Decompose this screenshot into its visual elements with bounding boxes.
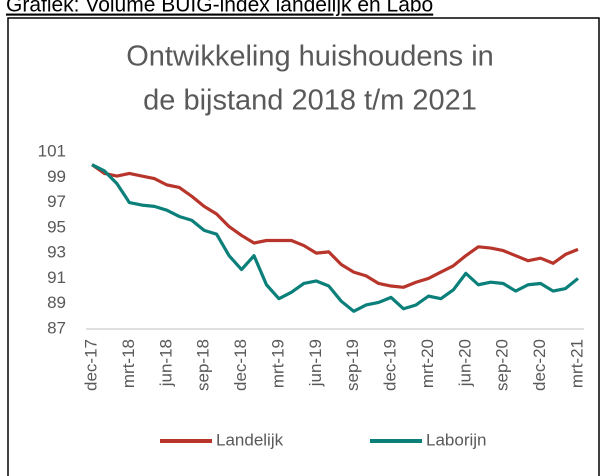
x-tick-label: jun-19: [306, 339, 325, 387]
y-tick-label: 97: [47, 192, 66, 211]
series-line: [91, 163, 579, 289]
series-line: [91, 163, 580, 313]
x-tick-label: dec-18: [231, 339, 250, 391]
legend-label: Landelijk: [216, 430, 284, 449]
y-tick-label: 91: [47, 268, 66, 287]
x-tick-label: mrt-18: [119, 339, 138, 388]
y-tick-label: 93: [47, 243, 66, 262]
y-tick-label: 99: [47, 167, 66, 186]
header-text: Grafiek: Volume BUIG-index landelijk en …: [6, 0, 433, 17]
y-tick-label: 89: [47, 293, 66, 312]
y-tick-label: 101: [38, 141, 66, 160]
legend-label: Laborijn: [426, 430, 487, 449]
chart-frame: [7, 17, 600, 476]
x-tick-label: jun-20: [455, 339, 474, 387]
x-tick-label: dec-17: [81, 339, 100, 391]
x-tick-label: mrt-20: [418, 339, 437, 388]
x-tick-label: jun-18: [156, 339, 175, 387]
x-tick-label: mrt-21: [567, 339, 586, 388]
x-tick-label: sep-18: [194, 339, 213, 391]
x-tick-label: sep-20: [493, 339, 512, 391]
y-tick-label: 95: [47, 217, 66, 236]
x-tick-label: dec-19: [381, 339, 400, 391]
x-tick-label: sep-19: [343, 339, 362, 391]
x-tick-label: dec-20: [530, 339, 549, 391]
chart-title: de bijstand 2018 t/m 2021: [143, 85, 477, 117]
chart-title: Ontwikkeling huishoudens in: [126, 41, 494, 73]
x-tick-label: mrt-19: [268, 339, 287, 388]
y-tick-label: 87: [47, 318, 66, 337]
